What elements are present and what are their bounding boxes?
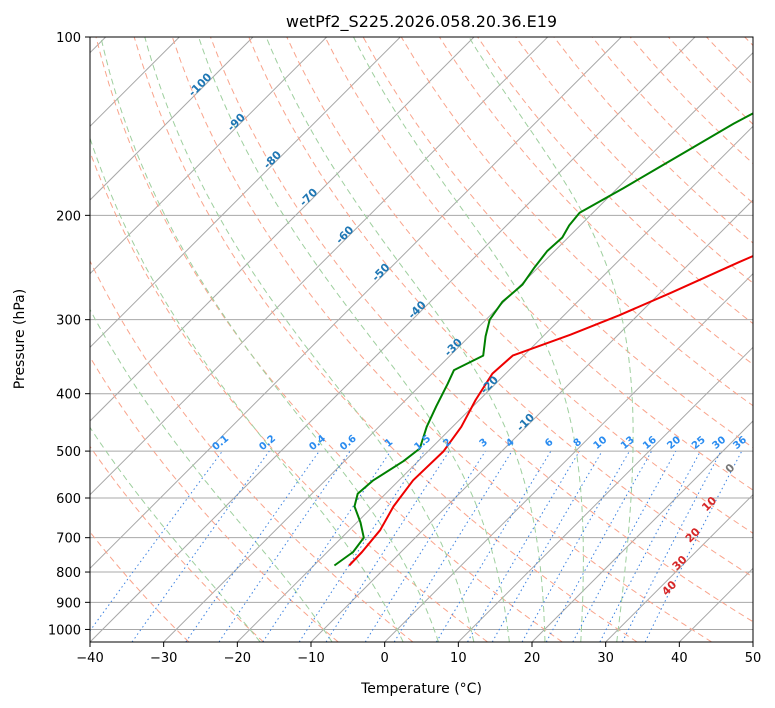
- mixing-ratio-line: [185, 450, 320, 642]
- dry-adiabat-line: [133, 37, 638, 642]
- x-tick-label: −40: [76, 651, 103, 666]
- y-axis-label: Pressure (hPa): [12, 289, 28, 389]
- isotherm-line: [90, 37, 475, 422]
- mixing-ratio-line: [393, 450, 513, 642]
- dry-adiabat-line: [90, 445, 264, 642]
- moist-adiabat-line: [198, 37, 510, 642]
- y-tick-label: 300: [56, 314, 81, 329]
- dry-adiabat-line: [324, 37, 753, 491]
- x-tick-label: −20: [224, 651, 251, 666]
- x-tick-label: 40: [671, 651, 688, 666]
- mixing-ratio-line: [599, 450, 701, 642]
- x-tick-label: 0: [381, 651, 389, 666]
- profile-series: [333, 112, 753, 567]
- mixing-ratio-line: [262, 450, 392, 642]
- dry-adiabat-line: [515, 37, 753, 284]
- x-axis-label: Temperature (°C): [360, 681, 482, 697]
- moist-adiabat-line: [90, 308, 333, 642]
- dewpoint-profile-line: [333, 112, 753, 567]
- moist-adiabat-line: [90, 426, 261, 642]
- mixing-ratio-line: [325, 450, 450, 642]
- x-tick-label: 30: [597, 651, 614, 666]
- moist-adiabat-line: [100, 37, 439, 642]
- background-lines: [90, 37, 753, 642]
- mixing-ratio-line: [435, 450, 552, 642]
- x-tick-label: −30: [150, 651, 177, 666]
- y-tick-label: 800: [56, 566, 81, 581]
- isotherm-line: [457, 346, 753, 642]
- moist-adiabat-line: [265, 37, 546, 642]
- mixing-ratio-line: [572, 450, 677, 642]
- isotherm-line: [90, 37, 622, 570]
- dry-adiabat-line: [286, 37, 753, 534]
- moist-adiabat-line: [353, 37, 584, 642]
- y-tick-label: 1000: [48, 623, 81, 638]
- y-tick-label: 700: [56, 532, 81, 547]
- isotherm-line: [90, 37, 401, 349]
- chart-title: wetPf2_S225.2026.058.20.36.E19: [286, 12, 557, 32]
- isotherm-line: [90, 37, 254, 201]
- y-tick-label: 500: [56, 445, 81, 460]
- axes: −40 −30 −20 −10 0 10 20 30 40 50 100 200 300 400 500 60…: [48, 31, 761, 666]
- dry-adiabat-line: [90, 259, 414, 642]
- isotherm-line: [90, 37, 328, 275]
- moist-adiabat-line: [90, 136, 404, 642]
- y-tick-label: 100: [56, 31, 81, 46]
- y-tick-label: 200: [56, 209, 81, 224]
- x-tick-label: 20: [524, 651, 541, 666]
- isotherm-line: [163, 51, 753, 642]
- x-tick-label: 10: [450, 651, 467, 666]
- x-tick-label: 50: [745, 651, 762, 666]
- dry-adiabat-line: [248, 37, 753, 578]
- dry-adiabat-line: [210, 37, 753, 623]
- mixing-ratio-line: [218, 450, 351, 642]
- dry-adiabat-line: [95, 37, 563, 642]
- isotherm-line: [236, 125, 753, 642]
- isotherm-line: [384, 272, 753, 642]
- plot-frame: [89, 36, 754, 643]
- isotherm-line: [90, 37, 549, 496]
- dry-adiabat-line: [171, 37, 712, 642]
- y-tick-label: 400: [56, 388, 81, 403]
- isotherm-line: [90, 37, 696, 642]
- y-tick-label: 900: [56, 596, 81, 611]
- mixing-ratio-line: [298, 450, 425, 642]
- mixing-ratio-line: [364, 450, 486, 642]
- isotherm-line: [531, 420, 753, 642]
- y-tick-label: 600: [56, 492, 81, 507]
- x-tick-label: −10: [297, 651, 324, 666]
- isotherm-line: [605, 493, 753, 642]
- moist-adiabat-line: [144, 37, 475, 642]
- temperature-profile-line: [348, 254, 753, 567]
- mixing-ratio-line: [467, 450, 580, 642]
